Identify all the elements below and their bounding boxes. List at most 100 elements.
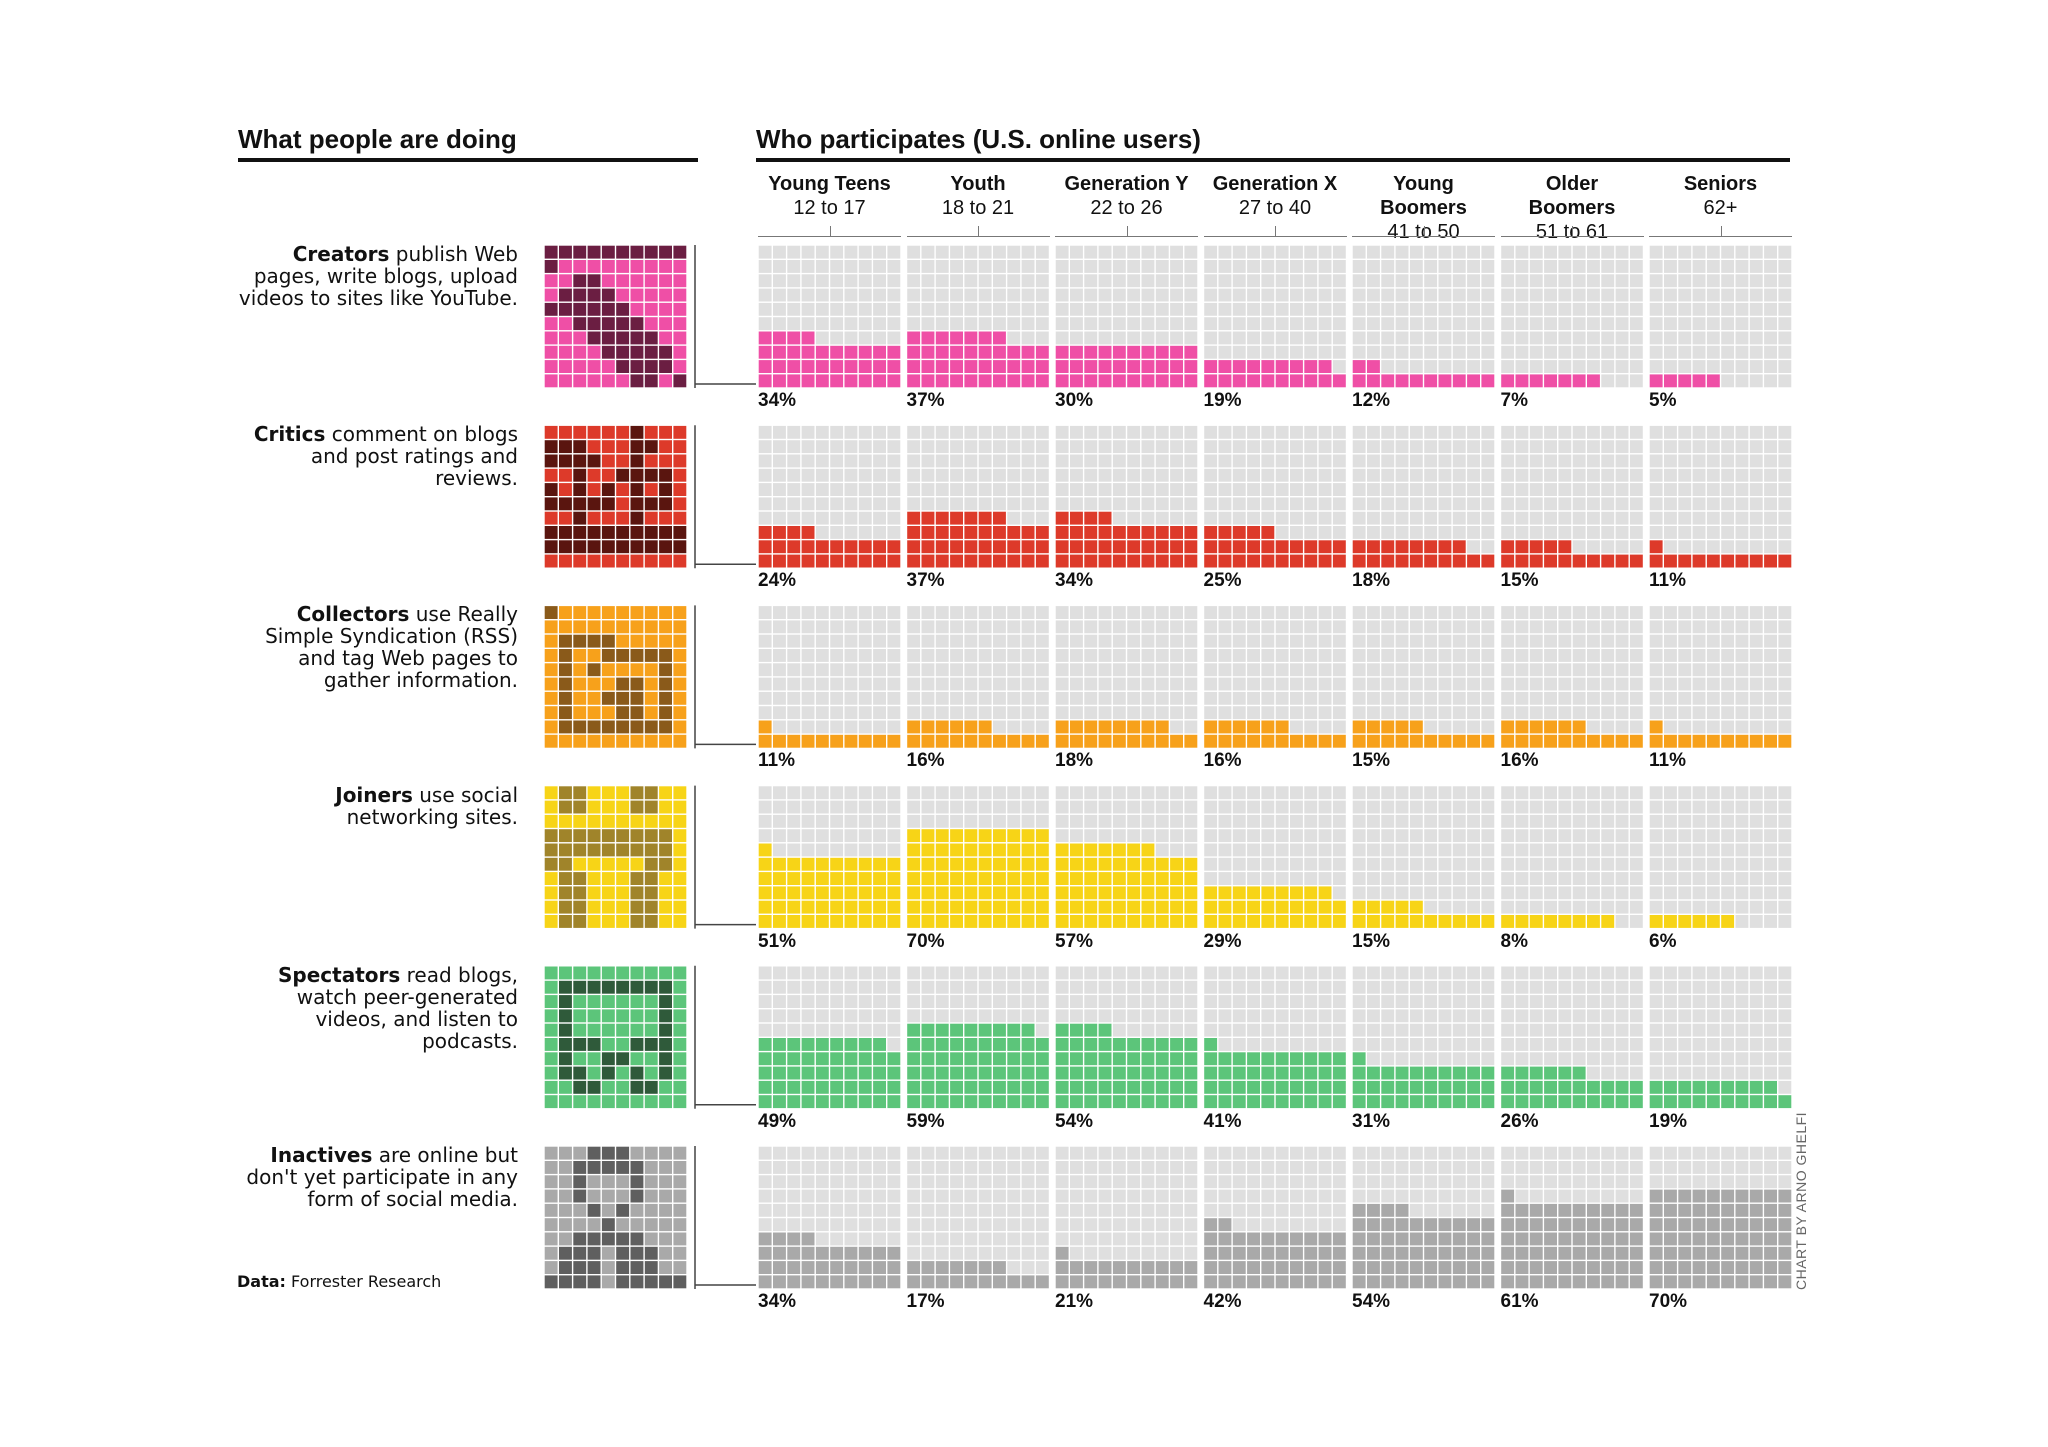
waffle-empty-cell (1572, 274, 1586, 288)
waffle-filled-cell (787, 374, 801, 388)
waffle-empty-cell (1170, 245, 1183, 259)
waffle-empty-cell (1352, 1175, 1366, 1189)
waffle-filled-cell (1112, 900, 1126, 914)
waffle-empty-cell (1615, 454, 1629, 468)
waffle-empty-cell (1304, 1203, 1318, 1217)
waffle-filled-cell (801, 526, 815, 539)
waffle-filled-cell (1070, 1066, 1083, 1080)
waffle-empty-cell (1587, 468, 1600, 482)
waffle-filled-cell (1070, 1038, 1083, 1051)
waffle-empty-cell (978, 677, 992, 691)
waffle-empty-cell (1204, 980, 1218, 994)
icon-cell (630, 649, 644, 662)
waffle-empty-cell (887, 454, 901, 468)
waffle-empty-cell (1749, 440, 1763, 454)
waffle-empty-cell (1501, 454, 1515, 468)
waffle-filled-cell (1021, 1038, 1035, 1051)
waffle-empty-cell (1438, 1146, 1452, 1160)
icon-cell (544, 454, 558, 468)
waffle-empty-cell (1204, 288, 1218, 302)
icon-cell (630, 1189, 644, 1203)
waffle-filled-cell (773, 886, 786, 900)
waffle-empty-cell (1501, 1009, 1515, 1023)
waffle-empty-cell (1529, 857, 1543, 871)
waffle-empty-cell (1587, 995, 1600, 1008)
waffle-empty-cell (1170, 1146, 1183, 1160)
waffle-empty-cell (1112, 245, 1126, 259)
waffle-filled-cell (1070, 886, 1083, 900)
waffle-empty-cell (1601, 425, 1615, 439)
waffle-filled-cell (1381, 1218, 1395, 1232)
waffle-empty-cell (1352, 980, 1366, 994)
waffle-empty-cell (907, 1161, 921, 1174)
waffle-empty-cell (1649, 1175, 1663, 1189)
waffle-empty-cell (1706, 425, 1720, 439)
waffle-empty-cell (1290, 317, 1303, 331)
waffle-empty-cell (1678, 540, 1692, 554)
waffle-empty-cell (1692, 634, 1706, 648)
waffle-empty-cell (801, 980, 815, 994)
waffle-filled-cell (830, 1275, 844, 1289)
icon-cell (601, 1066, 615, 1080)
waffle-empty-cell (1601, 454, 1615, 468)
icon-cell (601, 1023, 615, 1037)
waffle-filled-cell (1155, 1275, 1169, 1289)
waffle-empty-cell (1735, 691, 1749, 705)
waffle-filled-cell (801, 345, 815, 359)
waffle-filled-cell (1381, 1261, 1395, 1274)
waffle-empty-cell (978, 274, 992, 288)
waffle-empty-cell (907, 302, 921, 316)
group-axis (1352, 236, 1495, 237)
icon-cell (659, 634, 672, 648)
waffle-empty-cell (1544, 1161, 1557, 1174)
waffle-empty-cell (1467, 706, 1480, 720)
waffle-filled-cell (1318, 540, 1332, 554)
waffle-filled-cell (1098, 1023, 1112, 1037)
waffle-filled-cell (1170, 900, 1183, 914)
percent-label: 25% (1203, 570, 1242, 592)
waffle-empty-cell (1367, 345, 1380, 359)
waffle-empty-cell (1572, 425, 1586, 439)
waffle-empty-cell (1218, 1203, 1232, 1217)
waffle-empty-cell (1098, 274, 1112, 288)
waffle-filled-cell (1735, 1246, 1749, 1260)
waffle-empty-cell (978, 1146, 992, 1160)
waffle-empty-cell (815, 606, 829, 619)
waffle-empty-cell (1721, 606, 1735, 619)
waffle-empty-cell (815, 440, 829, 454)
icon-cell (659, 734, 672, 748)
waffle-empty-cell (1501, 900, 1515, 914)
waffle-empty-cell (1572, 980, 1586, 994)
waffle-empty-cell (1544, 260, 1557, 273)
waffle-empty-cell (873, 634, 886, 648)
waffle-empty-cell (1664, 1161, 1677, 1174)
waffle-empty-cell (993, 497, 1006, 511)
waffle-empty-cell (950, 288, 963, 302)
waffle-empty-cell (801, 620, 815, 634)
icon-cell (630, 995, 644, 1008)
waffle-empty-cell (1529, 274, 1543, 288)
waffle-filled-cell (1501, 720, 1515, 734)
waffle-empty-cell (1112, 497, 1126, 511)
waffle-empty-cell (1395, 843, 1409, 857)
waffle-filled-cell (887, 360, 901, 373)
icon-cell (573, 620, 587, 634)
waffle-filled-cell (773, 1066, 786, 1080)
waffle-empty-cell (1601, 1009, 1615, 1023)
waffle-empty-cell (1424, 302, 1438, 316)
waffle-empty-cell (1098, 245, 1112, 259)
waffle-empty-cell (1452, 706, 1466, 720)
waffle-empty-cell (1275, 995, 1289, 1008)
waffle-filled-cell (1381, 1246, 1395, 1260)
waffle-empty-cell (1467, 302, 1480, 316)
waffle-empty-cell (1467, 814, 1480, 828)
waffle-empty-cell (1098, 317, 1112, 331)
waffle-empty-cell (1261, 260, 1275, 273)
group-ages: 18 to 21 (941, 197, 1015, 219)
waffle-empty-cell (1764, 454, 1777, 468)
waffle-filled-cell (1055, 511, 1069, 525)
waffle-filled-cell (1629, 734, 1643, 748)
waffle-filled-cell (1275, 374, 1289, 388)
waffle-grid (1352, 966, 1495, 1109)
waffle-empty-cell (1218, 468, 1232, 482)
